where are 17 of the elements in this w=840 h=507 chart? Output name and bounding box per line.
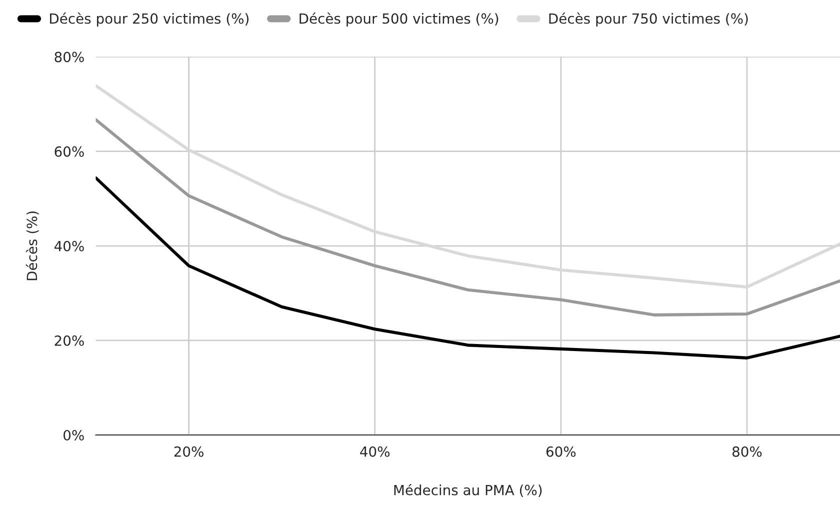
x-tick-label: 60%	[546, 446, 576, 457]
x-axis-title: Médecins au PMA (%)	[394, 484, 542, 497]
line-series	[96, 176, 840, 360]
y-tick-label: 60%	[54, 146, 84, 157]
x-tick-label: 40%	[360, 446, 390, 457]
line-series	[96, 118, 840, 316]
y-tick-label: 40%	[54, 240, 84, 252]
y-axis-title: Décès (%)	[26, 212, 39, 280]
legend-label: Décès pour 250 victimes (%)	[50, 12, 248, 26]
y-tick-label: 80%	[54, 52, 84, 62]
x-tick-label: 20%	[174, 446, 204, 457]
line-series	[96, 84, 840, 289]
x-tick-label: 80%	[732, 446, 762, 457]
legend-label: Décès pour 500 victimes (%)	[300, 12, 498, 26]
legend-label: Décès pour 750 victimes (%)	[549, 12, 748, 26]
y-tick-label: 0%	[64, 430, 84, 440]
y-tick-label: 20%	[54, 335, 84, 346]
